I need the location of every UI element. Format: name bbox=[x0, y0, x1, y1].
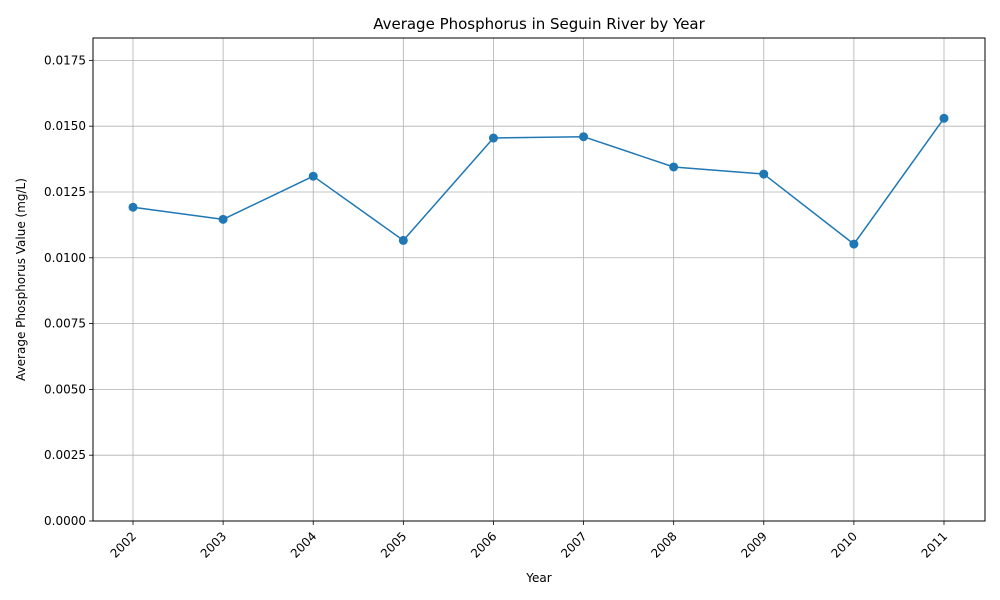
x-tick-label: 2009 bbox=[738, 529, 769, 560]
x-tick-label: 2004 bbox=[288, 529, 319, 560]
data-point-2007 bbox=[579, 132, 589, 142]
x-tick-label: 2010 bbox=[829, 529, 860, 560]
data-point-2008 bbox=[669, 162, 679, 172]
x-axis-label: Year bbox=[525, 571, 551, 585]
y-tick-label: 0.0175 bbox=[44, 53, 86, 67]
chart-title: Average Phosphorus in Seguin River by Ye… bbox=[373, 15, 705, 33]
x-tick-label: 2003 bbox=[198, 529, 229, 560]
plot-frame bbox=[92, 37, 986, 522]
series-layer bbox=[128, 113, 949, 249]
x-tick-label: 2005 bbox=[378, 529, 409, 560]
y-tick-label: 0.0025 bbox=[44, 448, 86, 462]
x-tick-label: 2011 bbox=[919, 529, 950, 560]
series-line bbox=[132, 117, 945, 245]
x-tick-label: 2006 bbox=[468, 529, 499, 560]
y-tick-label: 0.0125 bbox=[44, 185, 86, 199]
data-point-2004 bbox=[308, 171, 318, 181]
y-axis-label: Average Phosphorus Value (mg/L) bbox=[14, 178, 28, 381]
x-tick-label: 2007 bbox=[558, 529, 589, 560]
data-point-2005 bbox=[398, 235, 408, 245]
y-tick-label: 0.0100 bbox=[44, 251, 86, 265]
data-point-2006 bbox=[488, 133, 498, 143]
y-tick-label: 0.0050 bbox=[44, 382, 86, 396]
data-point-2010 bbox=[849, 239, 859, 249]
y-tick-label: 0.0150 bbox=[44, 119, 86, 133]
x-axis-ticks: 2002 2003 2004 2005 2006 2007 2008 2009 2010 2011 bbox=[108, 521, 950, 561]
x-tick-label: 2002 bbox=[108, 529, 139, 560]
x-tick-label: 2008 bbox=[648, 529, 679, 560]
y-tick-label: 0.0075 bbox=[44, 317, 86, 331]
y-axis-ticks: 0.0000 0.0025 0.0050 0.0075 0.0100 0.0125 0.01… bbox=[44, 53, 93, 528]
data-point-2009 bbox=[759, 169, 769, 179]
data-point-2003 bbox=[218, 214, 228, 224]
data-point-2011 bbox=[939, 113, 949, 123]
data-point-2002 bbox=[128, 202, 138, 212]
grid bbox=[93, 38, 985, 522]
y-tick-label: 0.0000 bbox=[44, 514, 86, 528]
